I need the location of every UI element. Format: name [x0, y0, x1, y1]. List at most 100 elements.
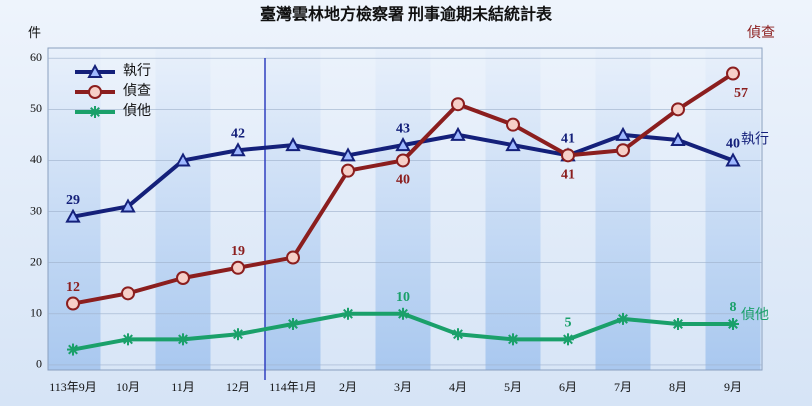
x-tick-label: 113年9月 [49, 380, 97, 394]
data-point [287, 318, 299, 330]
legend-marker [88, 85, 102, 99]
x-tick-label: 5月 [504, 380, 522, 394]
star-stroke [178, 334, 188, 345]
star-stroke [288, 319, 298, 329]
data-point [232, 328, 244, 341]
y-tick-label: 0 [36, 357, 42, 371]
y-tick-label: 60 [30, 50, 42, 64]
star-stroke [563, 334, 573, 345]
x-tick-label: 11月 [171, 380, 195, 394]
y-tick-label: 20 [30, 254, 42, 268]
data-point [672, 318, 684, 330]
legend-label: 偵他 [123, 103, 151, 119]
data-label: 19 [231, 244, 245, 259]
data-point [396, 153, 410, 168]
star-stroke [123, 334, 133, 345]
data-label: 43 [396, 121, 410, 136]
data-label: 42 [231, 126, 245, 141]
data-point [561, 148, 575, 163]
x-tick-label: 9月 [724, 380, 742, 394]
data-point [617, 312, 629, 325]
x-tick-label: 12月 [226, 380, 250, 394]
star-stroke [90, 107, 100, 117]
data-point [285, 137, 301, 152]
data-point [342, 307, 354, 320]
data-label: 40 [396, 173, 410, 188]
series-end-label: 偵查 [747, 25, 775, 41]
x-tick-label: 3月 [394, 380, 412, 394]
data-label: 41 [561, 168, 575, 183]
x-tick-label: 6月 [559, 380, 577, 394]
star-stroke [618, 313, 628, 324]
y-tick-label: 10 [30, 306, 42, 320]
data-point [507, 333, 519, 346]
data-point [506, 117, 520, 132]
data-point [562, 333, 574, 346]
data-point [286, 250, 300, 265]
star-stroke [343, 308, 353, 319]
x-tick-label: 4月 [449, 380, 467, 394]
column-band [265, 48, 321, 370]
series-end-label: 偵他 [741, 307, 769, 323]
star-stroke [453, 329, 463, 340]
column-band [155, 48, 211, 370]
data-point [670, 131, 686, 146]
y-tick-label: 40 [30, 152, 42, 166]
data-label: 12 [66, 280, 80, 295]
data-point [671, 102, 685, 117]
y-axis-label: 件 [28, 25, 41, 40]
x-tick-label: 114年1月 [269, 380, 317, 394]
chart-title: 臺灣雲林地方檢察署 刑事逾期未結統計表 [260, 5, 553, 24]
data-label: 29 [66, 193, 80, 208]
data-point [66, 296, 80, 311]
data-point [395, 137, 411, 152]
data-point [177, 333, 189, 346]
data-point [67, 343, 79, 356]
data-point [122, 333, 134, 346]
star-stroke [233, 329, 243, 340]
data-point [726, 66, 740, 81]
data-point [340, 147, 356, 162]
data-point [452, 328, 464, 341]
data-point [727, 318, 739, 330]
star-stroke [728, 319, 738, 329]
data-point [65, 208, 81, 223]
star-stroke [398, 308, 408, 319]
star-stroke [673, 319, 683, 329]
star-stroke [508, 334, 518, 345]
column-band [48, 48, 101, 370]
column-band [705, 48, 761, 370]
data-point [451, 97, 465, 112]
data-point [121, 286, 135, 301]
data-point [341, 163, 355, 178]
column-band [485, 48, 541, 370]
data-point [725, 152, 741, 167]
data-label: 40 [726, 137, 740, 152]
data-point [615, 126, 631, 141]
x-tick-label: 7月 [614, 380, 632, 394]
star-stroke [68, 344, 78, 355]
x-tick-label: 2月 [339, 380, 357, 394]
series-end-label: 執行 [741, 132, 769, 148]
data-point [397, 307, 409, 320]
data-point [616, 143, 630, 158]
y-tick-label: 50 [30, 101, 42, 115]
legend-label: 偵查 [123, 83, 151, 99]
data-point [176, 271, 190, 285]
x-tick-label: 10月 [116, 380, 140, 394]
legend-marker [87, 63, 103, 78]
data-label: 57 [734, 86, 748, 101]
data-point [120, 198, 136, 213]
plot-frame [47, 47, 763, 371]
data-label: 5 [565, 316, 572, 331]
legend-marker [89, 106, 101, 118]
data-point [230, 142, 246, 157]
data-label: 41 [561, 132, 575, 147]
x-tick-label: 8月 [669, 380, 687, 394]
data-point [231, 260, 245, 275]
data-point [450, 126, 466, 141]
legend-label: 執行 [123, 63, 151, 79]
data-label: 8 [730, 300, 737, 315]
data-label: 10 [396, 290, 410, 305]
